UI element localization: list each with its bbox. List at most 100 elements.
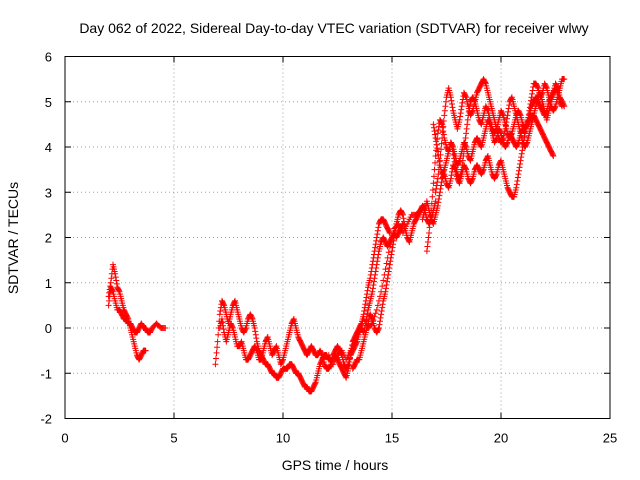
data-point [387,258,394,265]
data-point [371,313,378,320]
y-tick-label: 2 [45,231,52,246]
data-point [423,248,430,255]
data-point [390,237,397,244]
data-point [428,207,435,214]
data-point [449,142,456,149]
data-point [499,111,506,118]
data-point [499,136,506,143]
data-point [361,308,368,315]
data-point [353,335,360,342]
data-point [435,199,442,206]
data-layer [105,76,568,395]
data-point [441,107,448,114]
data-point [503,119,510,126]
data-point [112,274,119,281]
data-point [374,231,381,238]
data-point [220,322,227,329]
data-point [384,275,391,282]
data-point [528,94,535,101]
data-point [371,278,378,285]
data-point [543,84,550,91]
data-point [515,167,522,174]
data-point [513,181,520,188]
data-point [405,237,412,244]
data-point [373,237,380,244]
data-point [386,261,393,268]
data-point [384,278,391,285]
data-point [497,158,504,165]
data-point [212,355,219,362]
data-point [216,311,223,318]
data-point [432,159,439,166]
data-point [516,164,523,171]
data-point [106,297,113,304]
data-point [484,154,491,161]
data-point [432,134,439,141]
x-tick-label: 0 [61,431,68,446]
data-point [253,335,260,342]
data-point [387,239,394,246]
y-tick-label: 4 [45,140,52,155]
data-point [554,84,561,91]
data-point [213,349,220,356]
data-point [433,138,440,145]
data-point [458,103,465,110]
data-point [526,107,533,114]
data-point [456,116,463,123]
data-point [427,213,434,220]
data-point [519,147,526,154]
data-point [248,314,255,321]
data-point [434,202,441,209]
y-tick-label: 5 [45,95,52,110]
data-point [214,344,221,351]
data-point [441,112,448,119]
data-point [217,308,224,315]
data-point [427,218,434,225]
data-point [458,106,465,113]
data-point [480,167,487,174]
data-point [432,131,439,138]
data-point [447,94,454,101]
data-point [377,314,384,321]
data-point [434,148,441,155]
data-point [456,174,463,181]
data-point [212,361,219,368]
data-point [477,142,484,149]
data-point [375,224,382,231]
data-point [368,321,375,328]
data-point [526,104,533,111]
x-tick-label: 25 [603,431,617,446]
data-point [371,275,378,282]
data-point [264,335,271,342]
data-point [513,184,520,191]
data-point [344,362,351,369]
data-point [549,151,556,158]
data-point [372,310,379,317]
data-point [459,99,466,106]
data-point [373,306,380,313]
data-point [112,270,119,277]
data-point [318,351,325,358]
data-point [536,90,543,97]
data-point [457,113,464,120]
data-point [354,331,361,338]
data-point [438,146,445,153]
data-point [220,326,227,333]
data-point [431,128,438,135]
data-point [435,171,442,178]
data-point [386,243,393,250]
data-point [220,301,227,308]
data-point [442,103,449,110]
data-point [462,134,469,141]
data-point [433,141,440,148]
data-point [439,134,446,141]
data-point [386,265,393,272]
data-point [370,317,377,324]
data-point [430,173,437,180]
data-point [229,323,236,330]
data-point [215,331,222,338]
data-point [469,108,476,115]
data-point [399,210,406,217]
data-point [383,260,390,267]
data-point [462,93,469,100]
